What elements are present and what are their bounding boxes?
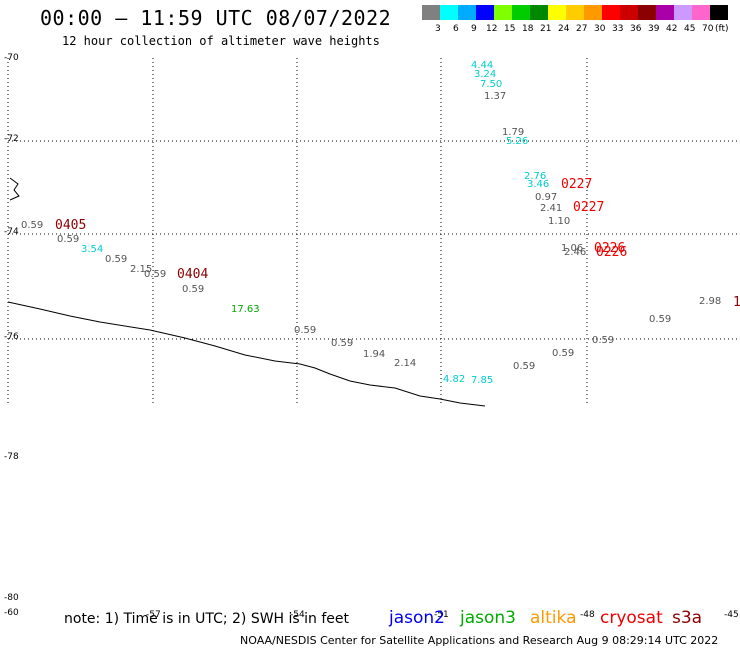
wave-height-value: 1.10 bbox=[548, 216, 571, 227]
legend-swatch bbox=[584, 5, 602, 20]
legend-swatch bbox=[566, 5, 584, 20]
legend-swatch bbox=[548, 5, 566, 20]
coastline bbox=[7, 301, 486, 407]
legend-swatch bbox=[422, 5, 440, 20]
legend-swatch bbox=[710, 5, 728, 20]
wave-height-value: 0.59 bbox=[552, 348, 575, 359]
satellite-jason3: jason3 bbox=[460, 608, 516, 628]
wave-height-value: 5.26 bbox=[506, 136, 529, 147]
wave-height-value: 2.15 bbox=[130, 264, 153, 275]
legend-label: 18 bbox=[522, 24, 534, 34]
wave-height-value: 1.79 bbox=[502, 127, 525, 138]
satellite-altika: altika bbox=[530, 608, 577, 628]
wave-height-value: 0.59 bbox=[105, 254, 128, 265]
pass-time-label: 0227 bbox=[573, 200, 605, 215]
legend-swatch bbox=[476, 5, 494, 20]
legend-label: 45 bbox=[684, 24, 696, 34]
latitude-label: -80 bbox=[4, 593, 19, 603]
legend-label: 24 bbox=[558, 24, 570, 34]
pass-time-label: 0405 bbox=[55, 218, 87, 233]
longitude-label: -51 bbox=[434, 610, 449, 620]
wave-height-value: 7.85 bbox=[471, 375, 494, 386]
wave-height-value: 2.98 bbox=[699, 296, 722, 307]
pass-time-label: 1 bbox=[733, 295, 740, 310]
wave-height-value: 0.59 bbox=[331, 338, 354, 349]
legend-swatch bbox=[692, 5, 710, 20]
legend-swatch bbox=[530, 5, 548, 20]
legend-label: 9 bbox=[471, 24, 477, 34]
latitude-label: -74 bbox=[4, 227, 19, 237]
legend-swatch bbox=[494, 5, 512, 20]
legend-label: 33 bbox=[612, 24, 624, 34]
legend-label: 12 bbox=[486, 24, 498, 34]
legend-label: 39 bbox=[648, 24, 660, 34]
latitude-label: -60 bbox=[4, 608, 19, 618]
wave-height-value: 1.06 bbox=[561, 243, 584, 254]
legend-label: 30 bbox=[594, 24, 606, 34]
legend-label: 21 bbox=[540, 24, 552, 34]
wave-height-value: 3.24 bbox=[474, 69, 497, 80]
wave-height-value: 2.41 bbox=[540, 203, 563, 214]
wave-height-color-legend: 3 6 9 12 15 18 21 24 27 30 33 36 39 42 4… bbox=[422, 5, 729, 34]
legend-swatch bbox=[638, 5, 656, 20]
wave-height-value: 1.94 bbox=[363, 349, 386, 360]
legend-label: 27 bbox=[576, 24, 588, 34]
wave-height-value: 0.97 bbox=[535, 192, 558, 203]
longitude-label: -45 bbox=[724, 610, 739, 620]
map-subtitle: 12 hour collection of altimeter wave hei… bbox=[62, 34, 380, 48]
legend-swatch bbox=[458, 5, 476, 20]
wave-height-value: 0.59 bbox=[592, 335, 615, 346]
wave-height-value: 2.14 bbox=[394, 358, 417, 369]
longitude-label: -57 bbox=[146, 610, 161, 620]
wave-height-value: 0.59 bbox=[144, 269, 167, 280]
wave-height-value: 0.59 bbox=[21, 220, 44, 231]
legend-label: 6 bbox=[453, 24, 459, 34]
legend-swatch bbox=[512, 5, 530, 20]
wave-height-value: 0.59 bbox=[513, 361, 536, 372]
latitude-label: -70 bbox=[4, 53, 19, 63]
wave-height-value: 3.46 bbox=[527, 179, 550, 190]
wave-height-value: 4.44 bbox=[471, 60, 494, 71]
wave-height-value: 0.59 bbox=[649, 314, 672, 325]
latitude-label: -76 bbox=[4, 332, 19, 342]
wave-height-value: 7.50 bbox=[480, 79, 503, 90]
legend-swatch bbox=[656, 5, 674, 20]
legend-swatch bbox=[602, 5, 620, 20]
legend-label: 3 bbox=[435, 24, 441, 34]
wave-height-value: 0.59 bbox=[57, 234, 80, 245]
wave-height-value: 1.37 bbox=[484, 91, 507, 102]
legend-swatch bbox=[440, 5, 458, 20]
legend-label: (ft) bbox=[715, 24, 729, 34]
pass-time-label: 0226 bbox=[594, 241, 626, 256]
legend-label: 36 bbox=[630, 24, 642, 34]
wave-height-value: 4.82 bbox=[443, 374, 466, 385]
legend-label: 42 bbox=[666, 24, 678, 34]
footer-note: note: 1) Time is in UTC; 2) SWH is in fe… bbox=[64, 611, 350, 627]
pass-time-label: 0404 bbox=[177, 267, 209, 282]
longitude-label: -54 bbox=[290, 610, 305, 620]
satellite-jason2: jason2 bbox=[389, 608, 445, 628]
wave-height-value: 2.76 bbox=[524, 171, 547, 182]
wave-height-value: 3.54 bbox=[81, 244, 104, 255]
satellite-cryosat: cryosat bbox=[600, 608, 663, 628]
satellite-s3a: s3a bbox=[672, 608, 703, 628]
legend-label: 15 bbox=[504, 24, 516, 34]
wave-height-value: 2.46 bbox=[564, 247, 587, 258]
latitude-label: -72 bbox=[4, 134, 19, 144]
pass-time-label: 0227 bbox=[561, 177, 593, 192]
wave-height-value: 0.59 bbox=[182, 284, 205, 295]
legend-swatch bbox=[620, 5, 638, 20]
credit-line: NOAA/NESDIS Center for Satellite Applica… bbox=[240, 634, 719, 647]
latitude-label: -78 bbox=[4, 452, 19, 462]
map-title: 00:00 – 11:59 UTC 08/07/2022 bbox=[40, 6, 392, 30]
legend-label: 70 bbox=[702, 24, 714, 34]
legend-swatch bbox=[674, 5, 692, 20]
pass-time-label: 0226 bbox=[596, 245, 628, 260]
coastline-fragment bbox=[9, 177, 20, 201]
wave-height-value: 0.59 bbox=[294, 325, 317, 336]
wave-height-value: 17.63 bbox=[231, 304, 260, 315]
longitude-label: -48 bbox=[580, 610, 595, 620]
